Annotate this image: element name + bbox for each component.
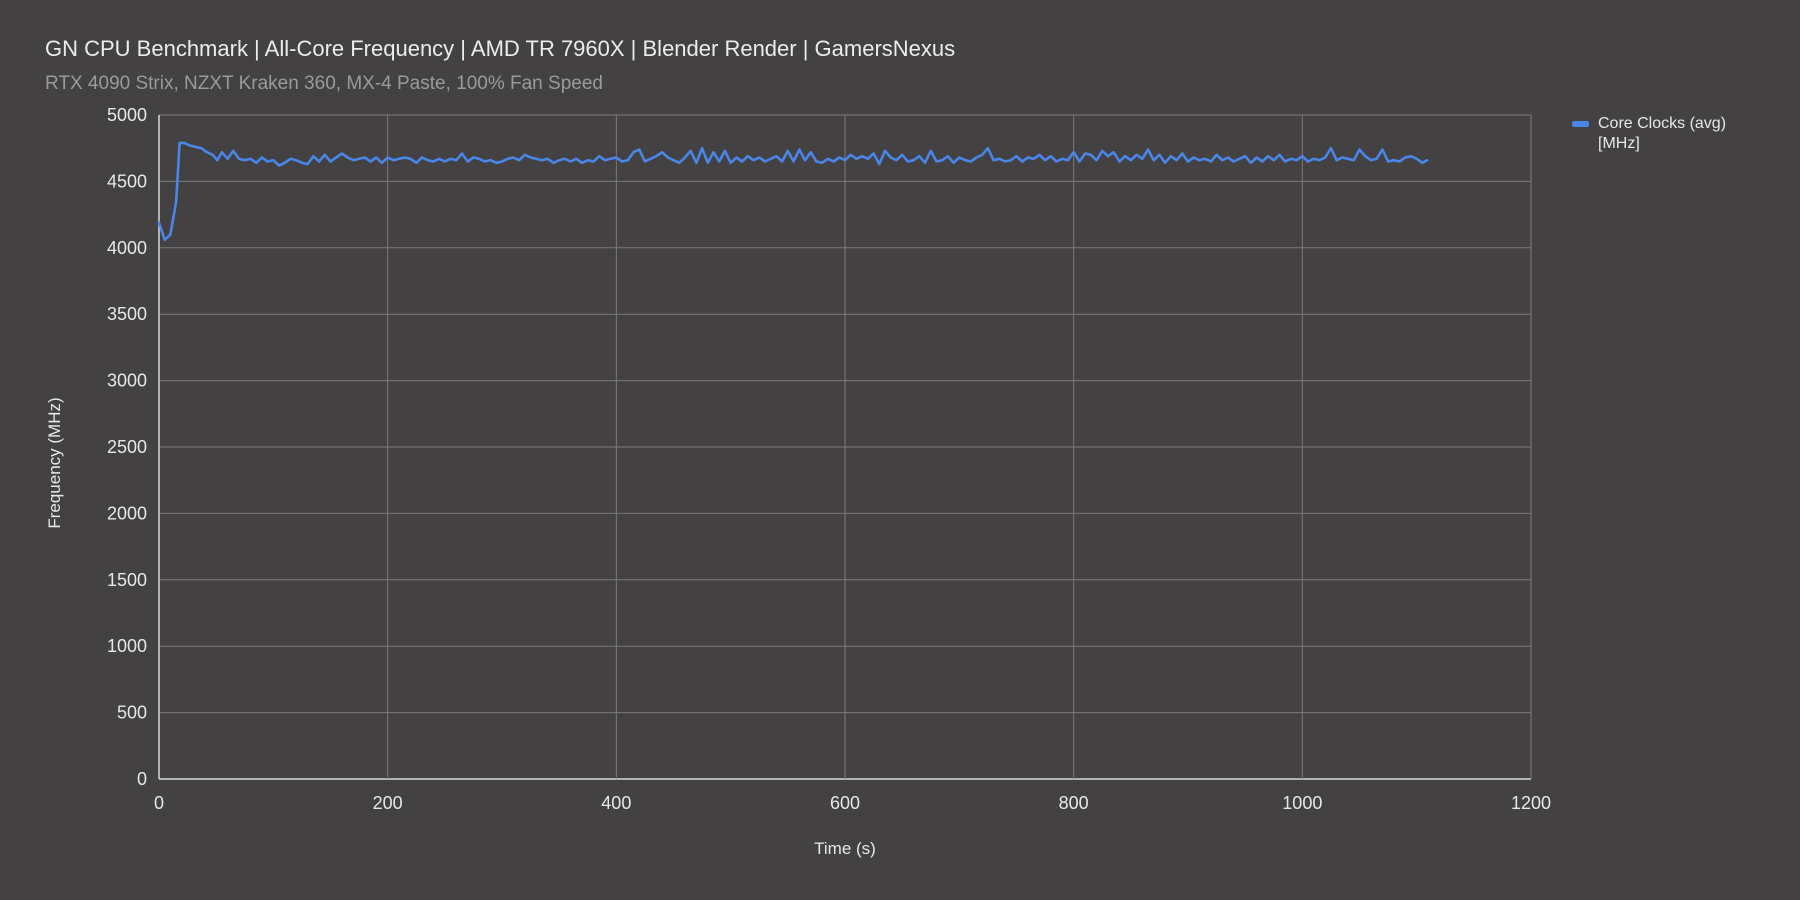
legend: Core Clocks (avg) [MHz] (1572, 114, 1763, 154)
series-line-core-clocks (157, 141, 1429, 242)
legend-label: Core Clocks (avg) [MHz] (1598, 115, 1727, 152)
y-tick-label: 0 (137, 769, 147, 789)
chart-subtitle: RTX 4090 Strix, NZXT Kraken 360, MX-4 Pa… (45, 73, 603, 94)
series-layer (157, 141, 1429, 242)
y-tick-label: 4000 (107, 238, 147, 258)
y-tick-label: 3000 (107, 371, 147, 391)
chart-title: GN CPU Benchmark | All-Core Frequency | … (45, 36, 956, 61)
y-axis-ticks: 0 500 1000 1500 2000 2500 3000 3500 4000 4500 5000 (107, 105, 147, 789)
y-tick-label: 4500 (107, 171, 147, 191)
y-tick-label: 2500 (107, 437, 147, 457)
legend-swatch (1572, 121, 1589, 127)
x-tick-label: 200 (373, 793, 403, 813)
y-tick-label: 1500 (107, 570, 147, 590)
y-tick-label: 5000 (107, 105, 147, 125)
x-axis-label: Time (s) (814, 839, 876, 858)
grid (158, 114, 1532, 780)
x-tick-label: 400 (601, 793, 631, 813)
y-tick-label: 2000 (107, 503, 147, 523)
y-axis-label: Frequency (MHz) (45, 397, 64, 528)
x-tick-label: 1000 (1282, 793, 1322, 813)
x-tick-label: 800 (1059, 793, 1089, 813)
x-tick-label: 600 (830, 793, 860, 813)
y-tick-label: 3500 (107, 304, 147, 324)
y-tick-label: 1000 (107, 636, 147, 656)
y-tick-label: 500 (117, 703, 147, 723)
x-tick-label: 1200 (1511, 793, 1551, 813)
x-axis-ticks: 0 200 400 600 800 1000 1200 (154, 793, 1551, 813)
x-tick-label: 0 (154, 793, 164, 813)
